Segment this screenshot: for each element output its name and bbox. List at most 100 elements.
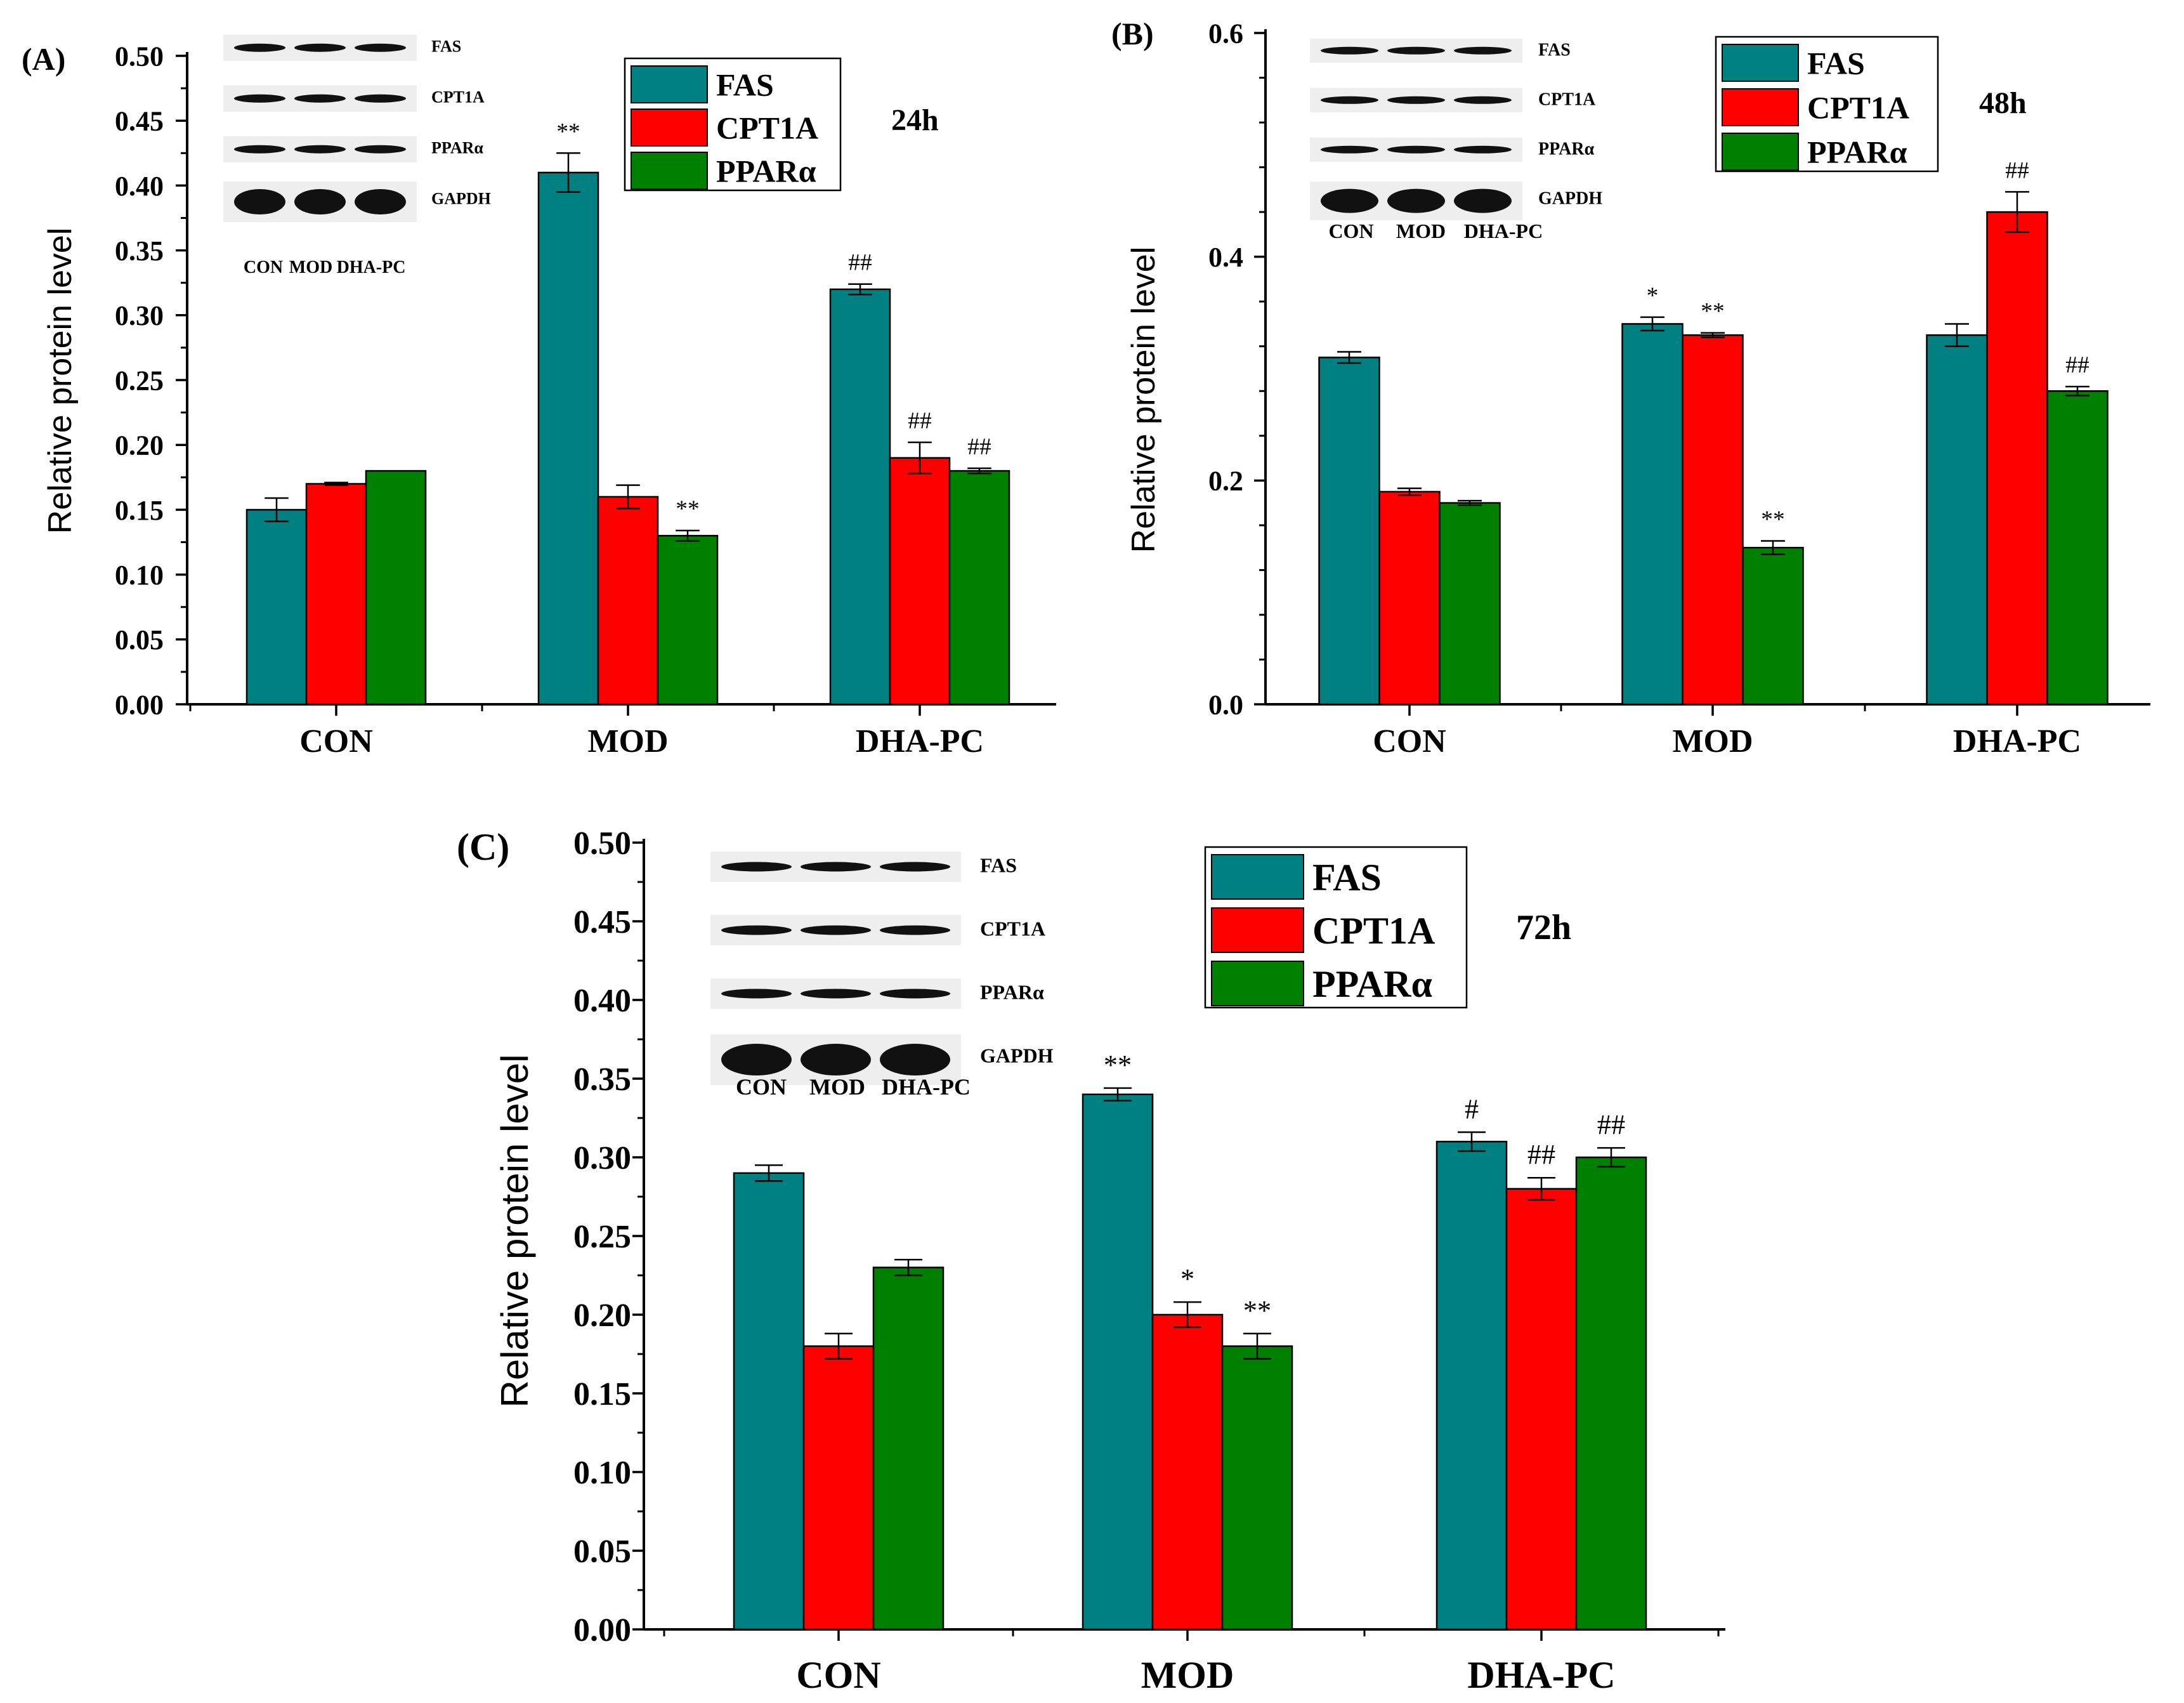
bar-cpt1a-con <box>802 1345 875 1631</box>
blot-band <box>1321 46 1378 55</box>
significance-label: ## <box>848 250 872 276</box>
y-tick-label: 0.0 <box>1208 689 1243 720</box>
significance-label: ** <box>676 496 699 522</box>
bar-cpt1a-mod <box>1682 334 1744 706</box>
bar-fas-con <box>733 1172 805 1631</box>
blot-row-label: CPT1A <box>980 917 1045 940</box>
significance-label: ## <box>1597 1109 1625 1140</box>
bar-cpt1a-con <box>305 483 367 706</box>
blot-row-label: CPT1A <box>1538 90 1596 110</box>
blot-band <box>880 862 950 872</box>
blot-row-label: PPARα <box>980 980 1044 1003</box>
blot-band <box>721 862 792 872</box>
y-tick-label: 0.50 <box>573 825 631 862</box>
blot-band <box>1387 46 1445 55</box>
time-label: 48h <box>1979 86 2027 120</box>
bar-cpt1a-mod <box>1151 1313 1224 1631</box>
significance-label: ## <box>967 434 991 460</box>
blot-band <box>1454 46 1512 55</box>
blot-band <box>721 925 792 935</box>
bar-fas-mod <box>537 171 599 706</box>
y-tick-label: 0.50 <box>115 41 164 72</box>
bar-ppar-con <box>872 1266 945 1631</box>
blot-row-label: FAS <box>431 37 461 56</box>
legend-swatch <box>631 152 708 190</box>
blot-band <box>801 989 871 999</box>
legend-swatch <box>631 108 708 147</box>
bar-ppar-mod <box>657 535 719 706</box>
y-tick-label: 0.6 <box>1208 18 1243 49</box>
chart-panel-3: 0.00 0.05 0.10 0.15 0.20 0.25 0.30 0.35 0.40 0.45… <box>457 825 1725 1696</box>
blot-row-label: FAS <box>1538 41 1571 60</box>
blot-band <box>721 989 792 999</box>
blot-row-label: GAPDH <box>431 190 491 208</box>
significance-label: # <box>1465 1093 1479 1124</box>
time-label: 24h <box>891 103 939 137</box>
y-tick-label: 0.25 <box>573 1219 631 1255</box>
y-tick-label: 0.25 <box>115 365 164 396</box>
legend-label: FAS <box>1312 857 1382 898</box>
blot-band <box>880 989 950 999</box>
bar-ppar-dha-pc <box>2046 390 2109 706</box>
blot-band <box>721 1044 792 1075</box>
y-tick-label: 0.40 <box>115 171 164 202</box>
blot-lane-label: MOD <box>289 258 332 277</box>
significance-label: * <box>1647 283 1659 309</box>
significance-label: ** <box>556 119 580 145</box>
blot-band <box>1387 96 1445 104</box>
y-tick-label: 0.20 <box>573 1298 631 1334</box>
blot-band <box>880 925 950 935</box>
y-tick-label: 0.40 <box>573 983 631 1019</box>
bar-cpt1a-dha-pc <box>889 457 951 706</box>
blot-band <box>801 1044 871 1075</box>
panel-label: (B) <box>1111 16 1154 51</box>
x-tick-label: DHA-PC <box>856 723 984 759</box>
panel-label: (A) <box>22 41 65 77</box>
significance-label: ** <box>1761 507 1784 533</box>
legend-label: CPT1A <box>716 110 818 145</box>
legend-swatch <box>1722 133 1799 171</box>
blot-row-label: CPT1A <box>431 88 485 107</box>
y-tick-label: 0.20 <box>115 430 164 461</box>
y-tick-label: 0.00 <box>115 689 164 720</box>
blot-lane-label: MOD <box>1396 220 1446 242</box>
blot-band <box>294 145 346 154</box>
significance-label: ** <box>1701 299 1724 325</box>
bar-ppar-con <box>1439 502 1501 706</box>
bar-fas-dha-pc <box>1435 1140 1508 1631</box>
legend: FAS CPT1A PPARα <box>1715 36 1939 173</box>
legend-swatch <box>1722 44 1799 82</box>
western-blot-inset: FAS CPT1A PPARα GAPDH CON MOD DHA-PC <box>710 852 1054 1100</box>
bar-ppar-mod <box>1742 546 1804 706</box>
legend-label: CPT1A <box>1312 910 1435 952</box>
y-tick-label: 0.10 <box>573 1455 631 1491</box>
chart-panel-2: 0.0 0.2 0.4 0.6 Relative protein level CON MOD… <box>1111 16 2150 759</box>
x-tick-label: CON <box>299 723 373 759</box>
bar-cpt1a-dha-pc <box>1505 1188 1578 1631</box>
bar-cpt1a-con <box>1378 490 1441 706</box>
y-tick-label: 0.4 <box>1208 242 1243 273</box>
blot-lane-label: CON <box>736 1074 787 1100</box>
legend-swatch <box>1211 854 1304 900</box>
blot-band <box>1387 145 1445 154</box>
bar-ppar-dha-pc <box>1575 1156 1647 1631</box>
blot-band <box>294 43 346 52</box>
blot-band <box>1321 188 1378 213</box>
x-tick-label: MOD <box>587 723 668 759</box>
blot-band <box>234 94 285 103</box>
bar-cpt1a-mod <box>597 496 659 706</box>
legend-label: PPARα <box>1312 963 1432 1005</box>
legend-swatch <box>1722 88 1799 126</box>
blot-row-label: GAPDH <box>980 1044 1054 1067</box>
y-axis-title: Relative protein level <box>494 1055 536 1408</box>
bar-ppar-dha-pc <box>948 470 1010 706</box>
bar-cpt1a-dha-pc <box>1986 211 2048 706</box>
y-tick-label: 0.2 <box>1208 466 1243 497</box>
significance-label: ## <box>2005 157 2029 183</box>
bar-fas-dha-pc <box>829 288 891 706</box>
x-tick-label: CON <box>1373 723 1446 759</box>
legend-label: CPT1A <box>1807 89 1909 125</box>
blot-band <box>1454 145 1512 154</box>
bar-fas-con <box>1318 357 1380 706</box>
